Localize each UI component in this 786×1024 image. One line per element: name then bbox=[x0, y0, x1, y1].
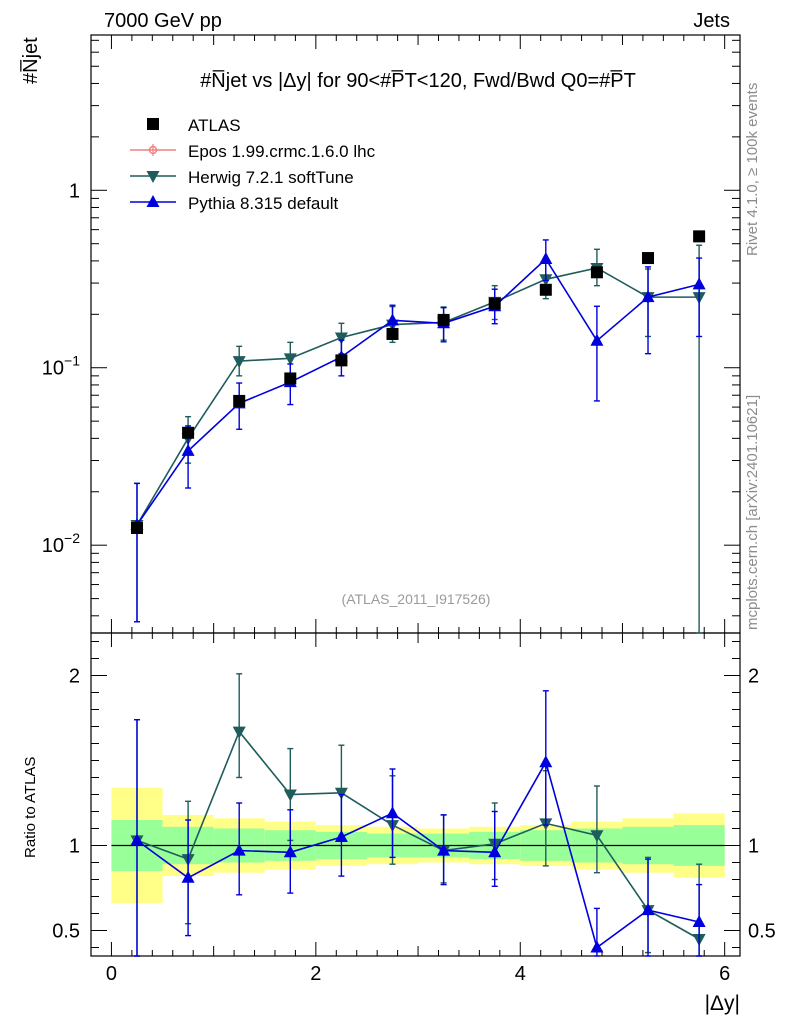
ratio-pythia-point bbox=[232, 843, 246, 856]
ratio-herwig-line bbox=[136, 730, 700, 940]
x-tick-label: 2 bbox=[310, 963, 321, 985]
header-left: 7000 GeV pp bbox=[104, 10, 222, 32]
rivet-label: Rivet 4.1.0, ≥ 100k events bbox=[744, 82, 761, 256]
ratio-pythia-point bbox=[283, 845, 297, 858]
main-pythia-point bbox=[590, 333, 604, 346]
main-atlas-point bbox=[590, 266, 603, 279]
legend-marker-epos bbox=[148, 145, 158, 155]
ratio-pythia-point bbox=[590, 940, 604, 953]
legend-label-herwig: Herwig 7.2.1 softTune bbox=[188, 168, 354, 187]
main-pythia-point bbox=[181, 443, 195, 456]
ratio-pythia-point bbox=[386, 806, 400, 819]
main-atlas-point bbox=[233, 394, 246, 407]
main-pythia-point bbox=[692, 277, 706, 290]
ratio-pythia-point bbox=[641, 903, 655, 916]
x-axis-label: |Δy| bbox=[705, 992, 740, 1015]
watermark: (ATLAS_2011_I917526) bbox=[342, 591, 491, 607]
ratio-y-tick-label-right: 0.5 bbox=[748, 921, 776, 943]
x-tick-label: 6 bbox=[719, 963, 730, 985]
main-pythia-point bbox=[641, 290, 655, 303]
legend-label-pythia: Pythia 8.315 default bbox=[188, 194, 339, 213]
ratio-pythia-line bbox=[136, 760, 700, 949]
main-pythia-point bbox=[539, 251, 553, 264]
chart-title: #N̅jet vs |Δy| for 90<#P̅T<120, Fwd/Bwd … bbox=[200, 69, 636, 92]
main-herwig-point bbox=[232, 356, 246, 369]
ratio-pythia-point bbox=[692, 915, 706, 927]
ratio-pythia-point bbox=[488, 845, 502, 858]
header-right: Jets bbox=[693, 10, 730, 32]
legend-marker-pythia bbox=[146, 195, 160, 207]
y-axis-label-top: #N̅jet bbox=[20, 37, 42, 84]
mcplots-label: mcplots.cern.ch [arXiv:2401.10621] bbox=[744, 394, 761, 630]
ratio-y-tick-label-right: 1 bbox=[748, 836, 759, 858]
ratio-y-tick-label: 0.5 bbox=[52, 921, 80, 943]
x-tick-label: 0 bbox=[106, 963, 117, 985]
ratio-pythia-point bbox=[181, 870, 195, 883]
ratio-y-tick-label: 2 bbox=[69, 666, 80, 688]
main-atlas-point bbox=[539, 283, 552, 296]
ratio-pythia-point bbox=[334, 830, 348, 842]
x-tick-label: 4 bbox=[515, 963, 526, 985]
main-atlas-point bbox=[693, 230, 706, 243]
main-atlas-point bbox=[335, 354, 348, 367]
y-tick-label: 10−2 bbox=[42, 530, 80, 557]
y-tick-label: 1 bbox=[69, 180, 80, 202]
y-axis-label-bottom: Ratio to ATLAS bbox=[22, 756, 39, 858]
ratio-herwig-point bbox=[283, 789, 297, 802]
main-pythia-line bbox=[136, 257, 700, 526]
legend-label-atlas: ATLAS bbox=[188, 116, 241, 135]
legend-marker-herwig bbox=[146, 171, 160, 183]
main-atlas-point bbox=[284, 372, 297, 385]
ratio-y-tick-label-right: 2 bbox=[748, 666, 759, 688]
ratio-herwig-point bbox=[590, 830, 604, 843]
legend-label-epos: Epos 1.99.crmc.1.6.0 lhc bbox=[188, 142, 376, 161]
main-herwig-point bbox=[334, 332, 348, 345]
main-atlas-point bbox=[437, 313, 450, 326]
main-atlas-point bbox=[386, 327, 399, 340]
legend-marker-atlas bbox=[147, 118, 159, 130]
main-atlas-point bbox=[182, 426, 195, 439]
main-pythia-point bbox=[386, 313, 400, 326]
ratio-herwig-point bbox=[232, 726, 246, 739]
main-atlas-point bbox=[642, 252, 655, 265]
main-atlas-point bbox=[488, 297, 501, 310]
ratio-pythia-point bbox=[539, 755, 553, 768]
ratio-pythia-point bbox=[437, 843, 451, 856]
main-herwig-point bbox=[283, 353, 297, 366]
ratio-y-tick-label: 1 bbox=[69, 836, 80, 858]
main-herwig-line bbox=[136, 267, 700, 526]
main-atlas-point bbox=[130, 521, 143, 534]
ratio-pythia-point bbox=[130, 833, 144, 846]
y-tick-label: 10−1 bbox=[42, 353, 80, 380]
